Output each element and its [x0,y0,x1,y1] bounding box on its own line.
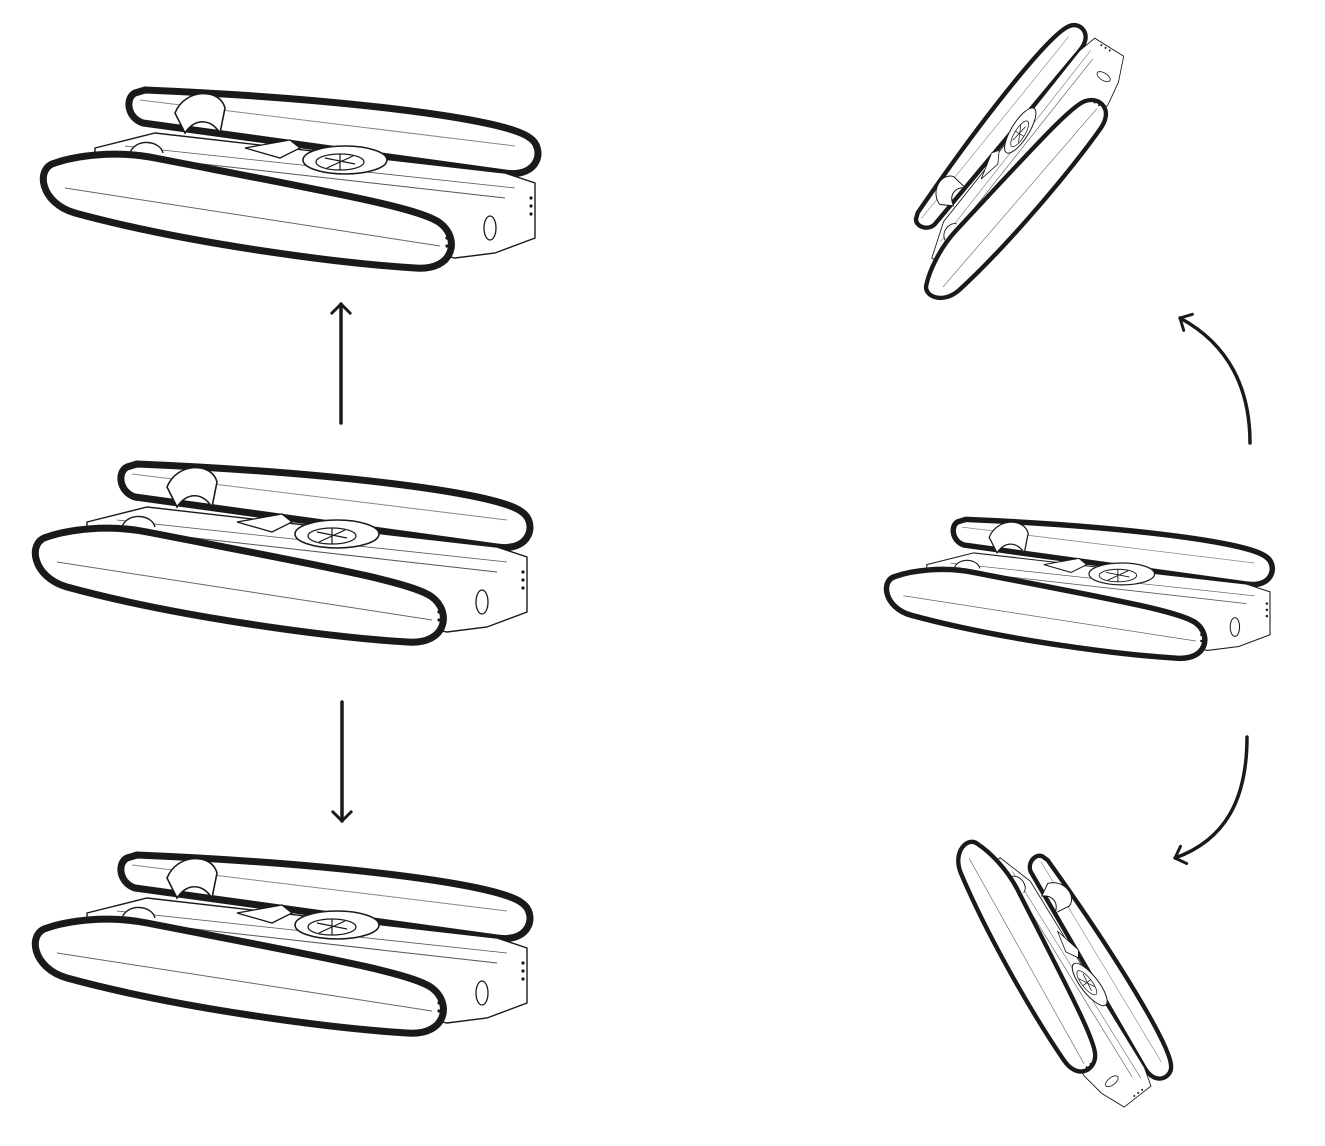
drone-neutral [35,464,530,642]
right-column [884,6,1272,1120]
drone-lowered [35,855,530,1033]
drone-pitched-down [922,810,1198,1120]
drone-pitched-up [884,6,1140,325]
drone-level [886,519,1272,658]
left-column [35,90,538,1033]
curved-arrow-down-icon [1173,735,1249,865]
drone-raised [43,90,538,268]
curved-arrow-up-icon [1178,312,1252,445]
